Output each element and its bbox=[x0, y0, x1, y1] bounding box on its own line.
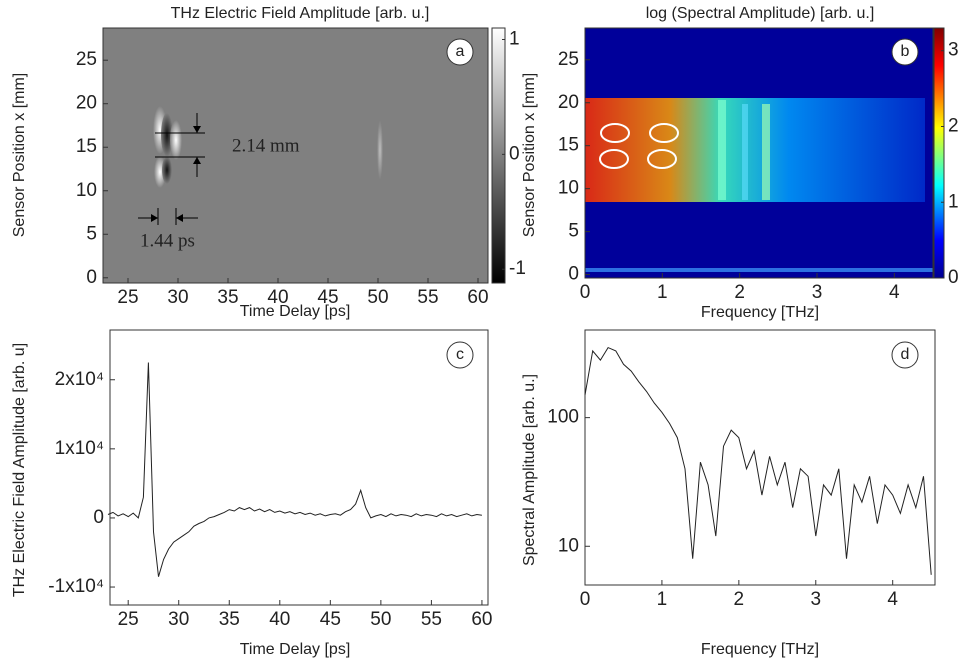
y-tick-label: 100 bbox=[547, 407, 579, 428]
x-tick-label: 1 bbox=[657, 282, 668, 303]
x-tick-label: 35 bbox=[217, 287, 238, 308]
x-tick-label: 60 bbox=[467, 287, 488, 308]
y-tick-label: 5 bbox=[568, 221, 579, 242]
plot-frame bbox=[584, 329, 936, 586]
heatmap-image-a bbox=[103, 28, 488, 283]
plot-frame bbox=[102, 27, 489, 284]
x-axis-label: Frequency [THz] bbox=[701, 641, 819, 658]
heatmap-image-b bbox=[585, 28, 933, 278]
x-tick-label: 2 bbox=[734, 589, 745, 610]
x-axis-label: Frequency [THz] bbox=[701, 304, 819, 321]
x-tick-label: 0 bbox=[580, 282, 591, 303]
y-tick-label: 20 bbox=[558, 92, 579, 113]
colorbar-tick-label: 3 bbox=[948, 40, 959, 61]
x-tick-label: 30 bbox=[167, 287, 188, 308]
x-tick-label: 35 bbox=[219, 609, 240, 630]
y-axis-label: Spectral Amplitude [arb. u.] bbox=[521, 374, 538, 566]
colorbar-tick-label: 2 bbox=[948, 116, 959, 137]
x-tick-label: 30 bbox=[168, 609, 189, 630]
x-tick-label: 1 bbox=[657, 589, 668, 610]
x-tick-label: 4 bbox=[887, 589, 898, 610]
x-tick-label: 40 bbox=[269, 609, 290, 630]
x-tick-label: 25 bbox=[117, 287, 138, 308]
y-tick-label: 0 bbox=[86, 267, 97, 288]
panel-label: b bbox=[901, 43, 910, 60]
x-tick-label: 45 bbox=[317, 287, 338, 308]
y-tick-label: 15 bbox=[76, 136, 97, 157]
y-tick-label: 25 bbox=[558, 49, 579, 70]
colorbar-tick-label: -1 bbox=[509, 258, 526, 279]
data-line bbox=[107, 362, 482, 577]
y-tick-label: 10 bbox=[558, 535, 579, 556]
x-tick-label: 55 bbox=[417, 287, 438, 308]
x-tick-label: 40 bbox=[267, 287, 288, 308]
x-tick-label: 55 bbox=[421, 609, 442, 630]
x-tick-label: 3 bbox=[810, 589, 821, 610]
y-tick-label: 1x10⁴ bbox=[55, 438, 104, 459]
plot-frame bbox=[109, 329, 489, 606]
title: THz Electric Field Amplitude [arb. u.] bbox=[171, 5, 430, 22]
panel-label: a bbox=[456, 43, 465, 60]
y-axis-label: Sensor Position x [mm] bbox=[521, 73, 538, 238]
panel-labels: a b c d bbox=[446, 38, 919, 369]
x-axis-label: Time Delay [ps] bbox=[240, 303, 351, 320]
x-tick-label: 25 bbox=[118, 609, 139, 630]
y-tick-label: 25 bbox=[76, 49, 97, 70]
colorbar-tick-label: 0 bbox=[948, 267, 959, 288]
y-tick-label: 2x10⁴ bbox=[55, 369, 104, 390]
plot-frame bbox=[584, 27, 934, 279]
x-tick-label: 50 bbox=[370, 609, 391, 630]
colorbar bbox=[933, 27, 945, 279]
panel-label: d bbox=[901, 346, 910, 363]
colorbar-tick-label: 1 bbox=[509, 29, 520, 50]
y-tick-label: 10 bbox=[76, 180, 97, 201]
colorbar-tick-label: 0 bbox=[509, 143, 520, 164]
panel-label: c bbox=[456, 346, 464, 363]
colorbar-tick-label: 1 bbox=[948, 191, 959, 212]
x-tick-label: 60 bbox=[471, 609, 492, 630]
x-tick-label: 50 bbox=[367, 287, 388, 308]
x-tick-label: 2 bbox=[734, 282, 745, 303]
y-tick-label: 5 bbox=[86, 223, 97, 244]
annotation: 2.14 mm bbox=[232, 135, 300, 156]
y-tick-label: 15 bbox=[558, 135, 579, 156]
y-tick-label: 0 bbox=[93, 507, 104, 528]
x-tick-label: 0 bbox=[580, 589, 591, 610]
title: log (Spectral Amplitude) [arb. u.] bbox=[646, 5, 875, 22]
y-axis-label: THz Electric Field Amplitude [arb. u] bbox=[11, 343, 28, 597]
y-tick-label: 0 bbox=[568, 264, 579, 285]
y-tick-label: -1x10⁴ bbox=[48, 576, 104, 597]
y-axis-label: Sensor Position x [mm] bbox=[11, 73, 28, 238]
annotation: 1.44 ps bbox=[140, 230, 195, 251]
x-tick-label: 4 bbox=[889, 282, 900, 303]
x-axis-label: Time Delay [ps] bbox=[240, 641, 351, 658]
data-line bbox=[584, 346, 932, 575]
x-tick-label: 45 bbox=[320, 609, 341, 630]
y-tick-label: 10 bbox=[558, 178, 579, 199]
colorbar bbox=[491, 27, 506, 284]
x-tick-label: 3 bbox=[812, 282, 823, 303]
y-tick-label: 20 bbox=[76, 93, 97, 114]
